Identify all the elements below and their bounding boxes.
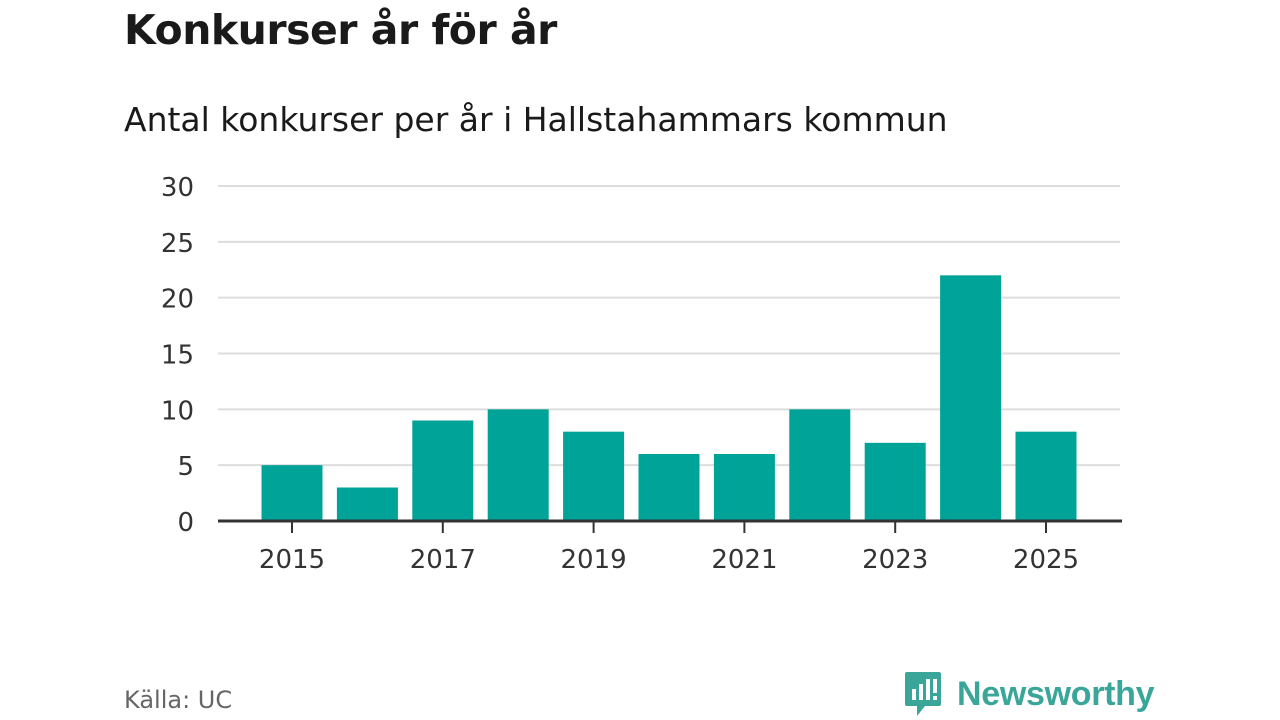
bar-2025 [1015,431,1077,521]
chart-title: Konkurser år för år [124,6,557,54]
bar-2016 [336,487,398,521]
bar-2019 [563,431,625,521]
bar-2015 [261,465,323,521]
x-tick-label: 2025 [1013,545,1079,575]
bar-2021 [713,454,775,521]
bar-2017 [412,420,474,521]
x-tick-label: 2021 [711,545,777,575]
brand-name: Newsworthy [957,674,1155,713]
x-tick-label: 2015 [259,545,325,575]
y-tick-label: 10 [161,396,194,426]
bar-2018 [487,409,549,521]
x-tick-label: 2017 [410,545,476,575]
y-tick-label: 0 [177,508,194,538]
bars [261,275,1077,521]
newsworthy-logo: Newsworthy [903,670,1155,718]
bar-2022 [789,409,851,521]
x-tick-label: 2023 [862,545,928,575]
bar-2024 [940,275,1002,521]
chart-subtitle: Antal konkurser per år i Hallstahammars … [124,100,948,139]
chat-bar-chart-icon [905,672,941,716]
y-tick-label: 30 [161,173,194,203]
y-tick-label: 15 [161,341,194,371]
x-axis-ticks: 2015 2017 2019 2021 2023 2025 [259,521,1079,575]
bar-2023 [864,442,926,521]
y-tick-label: 5 [177,452,194,482]
y-tick-label: 20 [161,285,194,315]
y-tick-label: 25 [161,229,194,259]
bar-2020 [638,454,700,521]
y-axis-ticks: 0 5 10 15 20 25 30 [161,173,194,538]
x-tick-label: 2019 [561,545,627,575]
source-note: Källa: UC [124,686,233,714]
